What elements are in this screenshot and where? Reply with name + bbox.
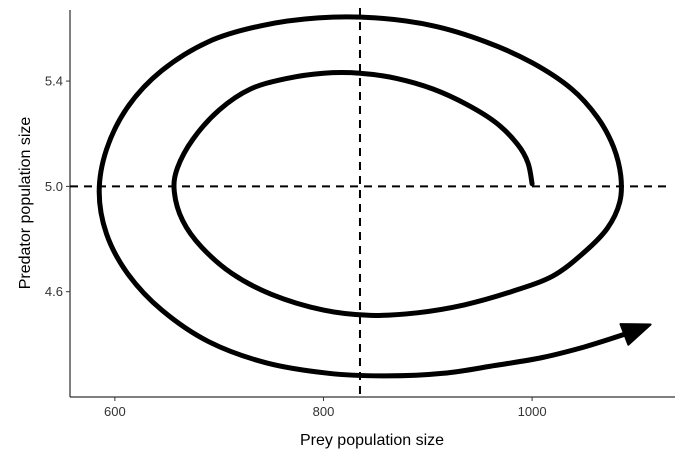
y-tick-label: 4.6 bbox=[45, 284, 63, 299]
y-tick-label: 5.4 bbox=[45, 74, 63, 89]
population-trajectory bbox=[96, 14, 650, 379]
x-axis-ticks: 600 800 1000 bbox=[104, 397, 547, 419]
x-tick-label: 600 bbox=[104, 404, 126, 419]
x-axis-title: Prey population size bbox=[300, 432, 444, 449]
y-axis-title: Predator population size bbox=[17, 117, 34, 290]
y-axis-ticks: 4.6 5.0 5.4 bbox=[45, 74, 70, 299]
x-tick-label: 1000 bbox=[518, 404, 547, 419]
x-tick-label: 800 bbox=[313, 404, 335, 419]
y-tick-label: 5.0 bbox=[45, 179, 63, 194]
trajectory-arrowhead bbox=[619, 323, 652, 346]
